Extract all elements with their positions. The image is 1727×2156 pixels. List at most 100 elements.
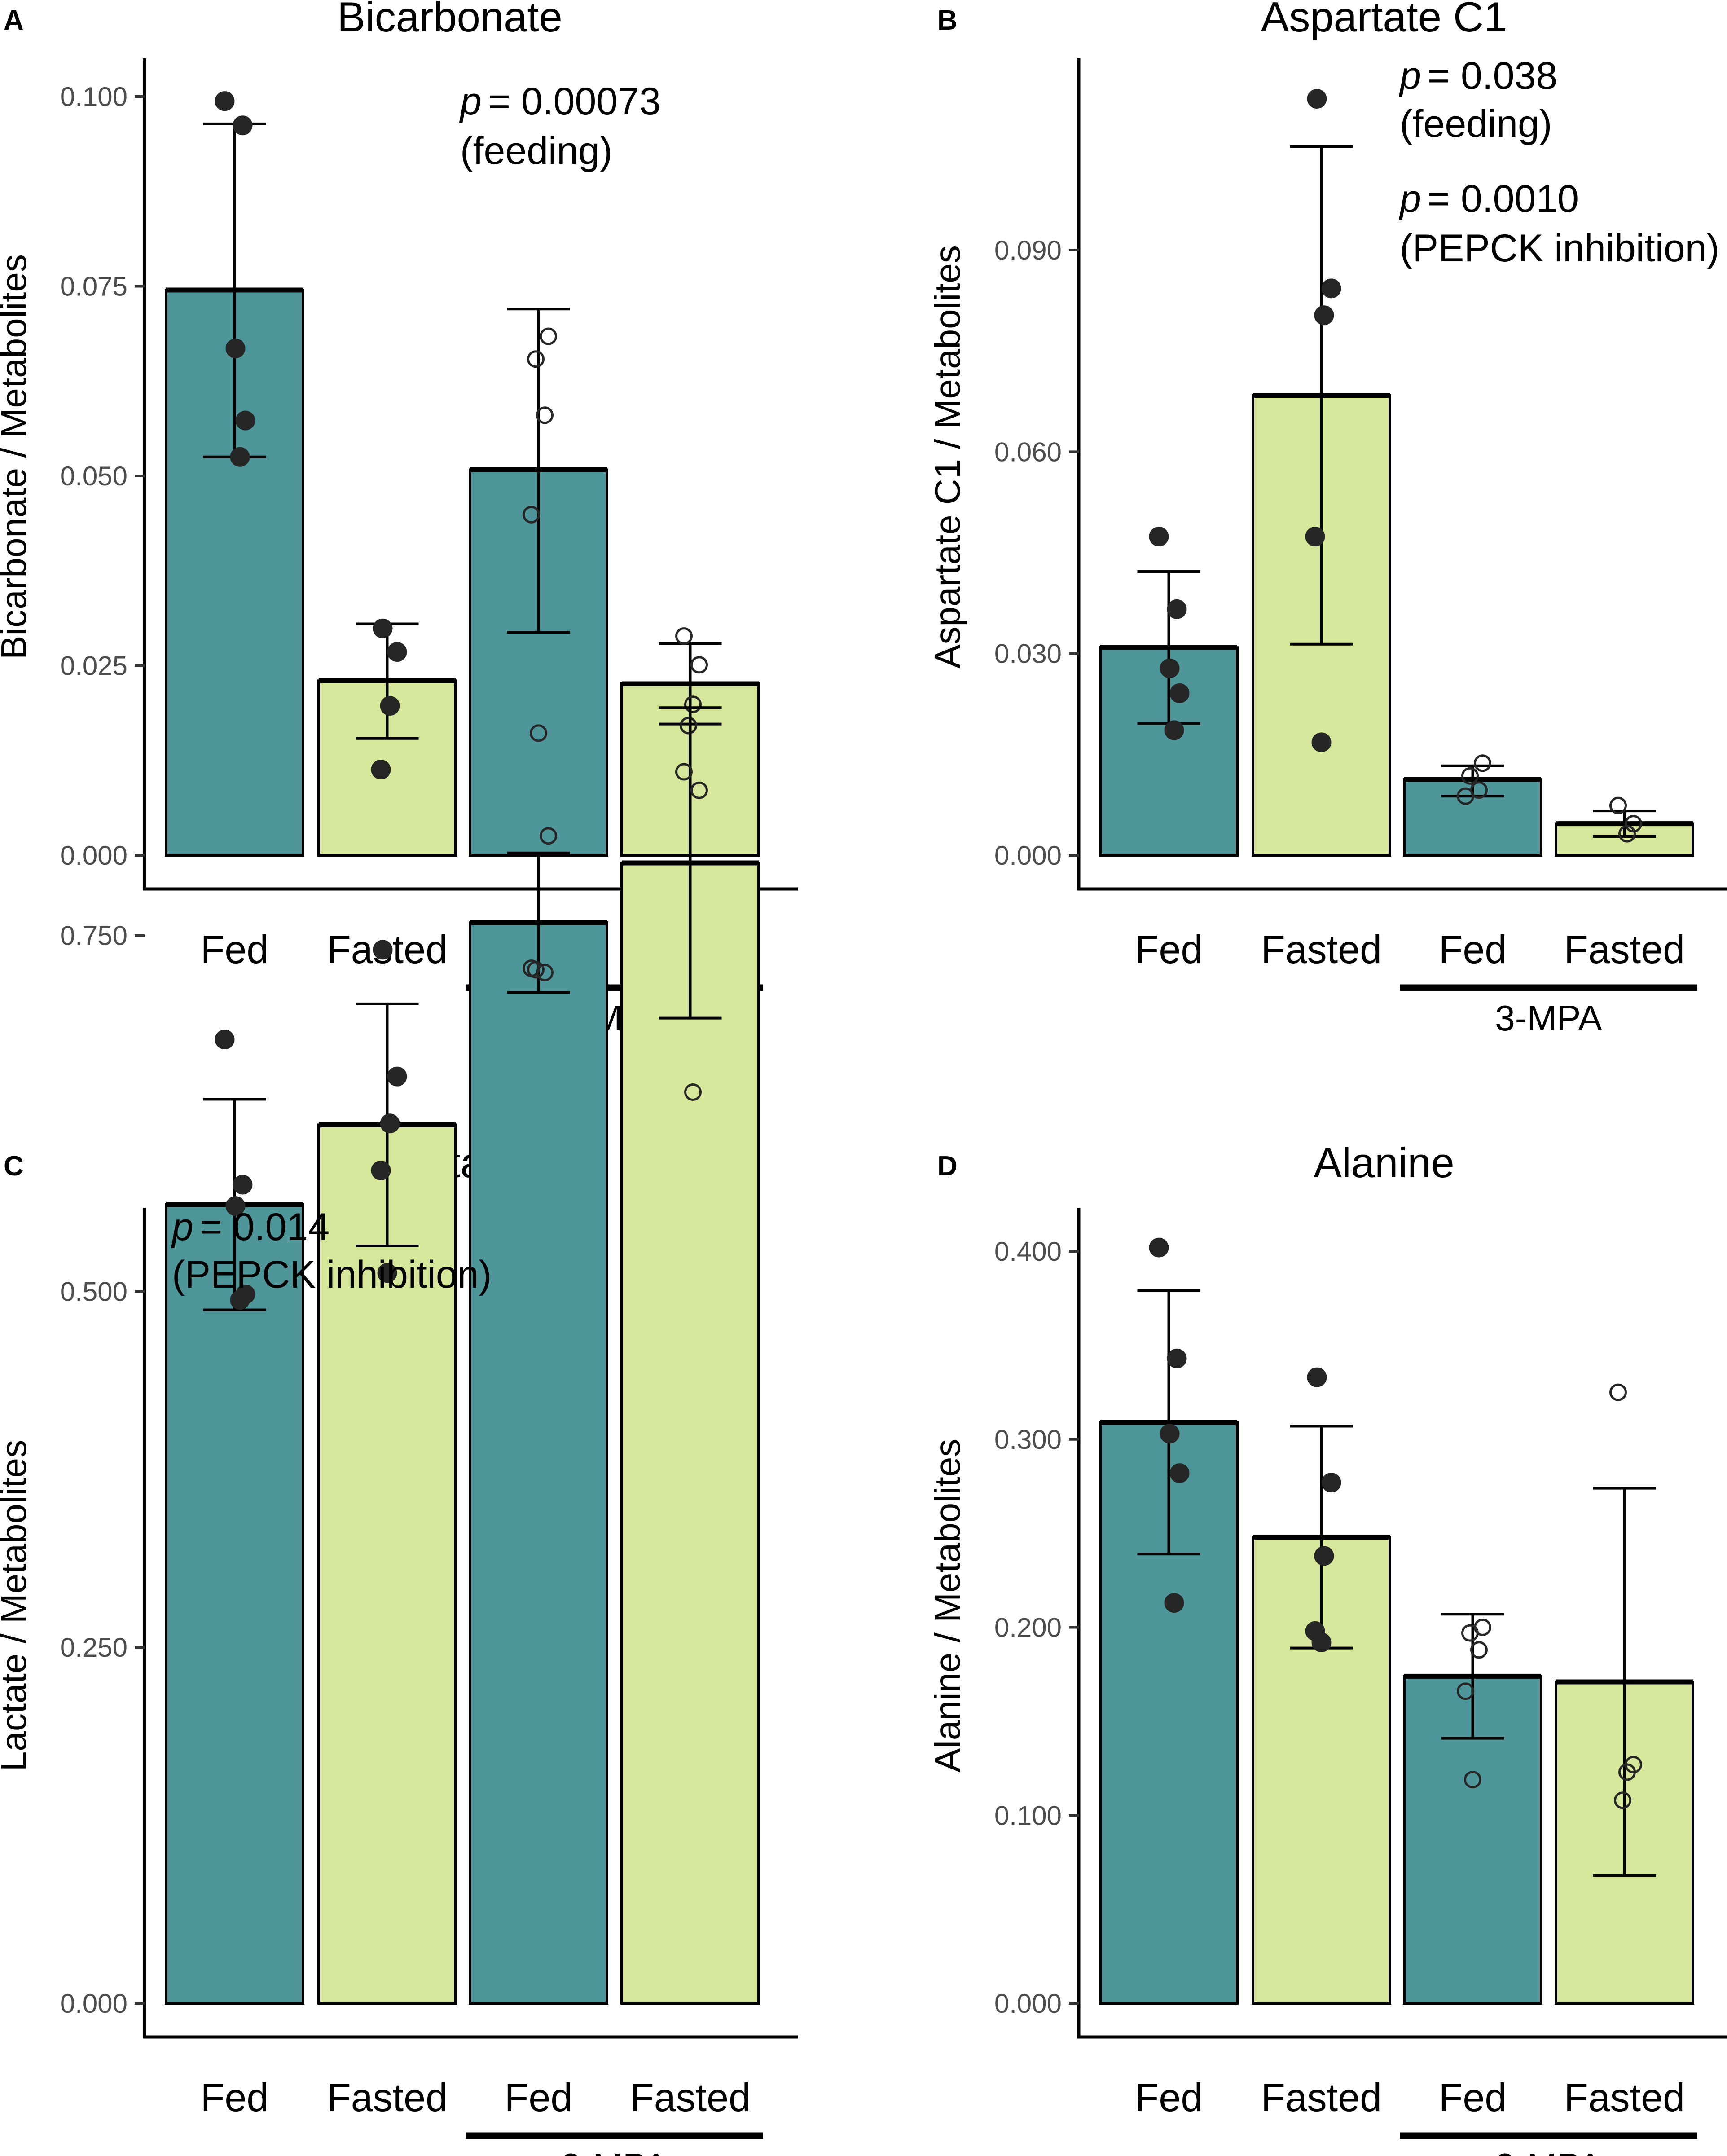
- data-point: [1311, 732, 1332, 752]
- data-point: [233, 115, 253, 136]
- y-tick-label: 0.750: [60, 921, 127, 951]
- panel-d: D Alanine Alanine / Metabolites 0.000 0.100 0…: [927, 1139, 1727, 2156]
- data-point: [387, 642, 407, 662]
- data-point: [380, 1113, 400, 1134]
- p-symbol: p: [171, 1206, 193, 1249]
- annotation-note: (feeding): [460, 129, 612, 172]
- data-point: [225, 339, 246, 359]
- data-point: [225, 1196, 246, 1216]
- x-tick-label: Fed: [1135, 927, 1203, 972]
- data-point: [1311, 1632, 1332, 1652]
- data-point: [1169, 1463, 1190, 1483]
- data-point: [1461, 1624, 1479, 1642]
- group-label: 3-MPA: [1495, 2146, 1602, 2156]
- chart-title: Aspartate C1: [1261, 0, 1507, 40]
- bar: [165, 1203, 304, 2005]
- y-axis-label: Lactate / Metabolites: [0, 1440, 34, 1771]
- y-tick-label: 0.500: [60, 1276, 127, 1307]
- y-tick-label: 0.030: [994, 639, 1062, 669]
- data-point: [1609, 796, 1627, 814]
- data-point: [1164, 720, 1184, 740]
- data-point: [1164, 1593, 1184, 1613]
- x-tick-label: Fasted: [1564, 2075, 1685, 2120]
- data-point: [1618, 825, 1636, 843]
- data-point: [540, 827, 557, 845]
- data-point: [1474, 754, 1491, 772]
- y-tick-label: 0.050: [60, 461, 127, 491]
- data-point: [1464, 1771, 1481, 1789]
- data-point: [675, 627, 693, 645]
- data-point: [1321, 278, 1341, 299]
- p-symbol: p: [1398, 54, 1421, 97]
- data-point: [1167, 1348, 1187, 1368]
- data-point: [523, 506, 540, 524]
- data-point: [523, 959, 540, 977]
- data-point: [373, 618, 393, 638]
- data-point: [1307, 89, 1327, 109]
- data-point: [235, 410, 255, 431]
- p-value: = 0.0010: [1428, 177, 1579, 220]
- p-value-annotation: p = 0.014: [171, 1206, 330, 1249]
- data-point: [1314, 1546, 1334, 1566]
- data-point: [1457, 787, 1474, 805]
- panel-b: B Aspartate C1 Aspartate C1 / Metabolites 0…: [927, 0, 1727, 1038]
- p-value: = 0.014: [200, 1206, 330, 1249]
- data-point: [371, 760, 391, 780]
- x-tick-label: Fed: [1439, 927, 1507, 972]
- y-axis-label: Aspartate C1 / Metabolites: [927, 245, 967, 669]
- data-point: [1149, 1237, 1169, 1258]
- data-point: [1307, 1367, 1327, 1387]
- data-point: [377, 1263, 397, 1283]
- x-tick-label: Fasted: [327, 2075, 448, 2120]
- data-point: [1167, 599, 1187, 619]
- data-point: [690, 656, 708, 674]
- y-tick-label: 0.060: [994, 437, 1062, 467]
- y-tick-label: 0.100: [60, 82, 127, 112]
- annotation-note: (feeding): [1400, 102, 1552, 145]
- group-label: 3-MPA: [1495, 998, 1602, 1038]
- p-value: = 0.00073: [488, 80, 661, 123]
- data-point: [215, 1030, 235, 1050]
- data-point: [1305, 527, 1325, 547]
- x-tick-label: Fasted: [1261, 927, 1382, 972]
- panel-letter: D: [937, 1151, 958, 1182]
- data-point: [230, 1290, 250, 1310]
- group-label: 3-MPA: [561, 2146, 668, 2156]
- data-point: [1457, 1682, 1474, 1700]
- data-point: [690, 781, 708, 799]
- bar: [469, 921, 608, 2005]
- data-point: [527, 350, 545, 368]
- data-point: [233, 1175, 253, 1195]
- x-tick-label: Fed: [1135, 2075, 1203, 2120]
- y-tick-label: 0.075: [60, 272, 127, 302]
- annotation-note: (PEPCK inhibition): [172, 1253, 492, 1296]
- x-tick-label: Fasted: [630, 2075, 751, 2120]
- bar: [620, 861, 760, 2005]
- x-tick-label: Fed: [201, 927, 269, 972]
- data-point: [380, 696, 400, 716]
- y-tick-label: 0.000: [60, 840, 127, 871]
- y-tick-label: 0.200: [994, 1613, 1062, 1643]
- data-point: [1609, 1383, 1627, 1401]
- data-point: [540, 327, 557, 345]
- data-point: [1470, 1641, 1488, 1659]
- y-tick-label: 0.000: [994, 1989, 1062, 2019]
- data-point: [373, 940, 393, 960]
- y-tick-label: 0.025: [60, 651, 127, 681]
- panel-letter: C: [4, 1151, 24, 1182]
- y-tick-label: 0.100: [994, 1800, 1062, 1830]
- data-point: [1461, 767, 1479, 785]
- data-point: [684, 1083, 702, 1101]
- panel-c: CLactateLactate / Metabolites0.0000.2500…: [0, 706, 798, 2156]
- data-point: [1314, 305, 1334, 326]
- y-tick-label: 0.250: [60, 1632, 127, 1663]
- p-value-annotation: p = 0.00073: [459, 80, 661, 123]
- panel-letter: B: [937, 5, 958, 36]
- p-symbol: p: [1398, 177, 1421, 220]
- x-tick-label: Fasted: [1261, 2075, 1382, 2120]
- data-point: [530, 724, 547, 742]
- y-tick-label: 0.090: [994, 235, 1062, 265]
- data-point: [215, 91, 235, 111]
- data-point: [1321, 1473, 1341, 1493]
